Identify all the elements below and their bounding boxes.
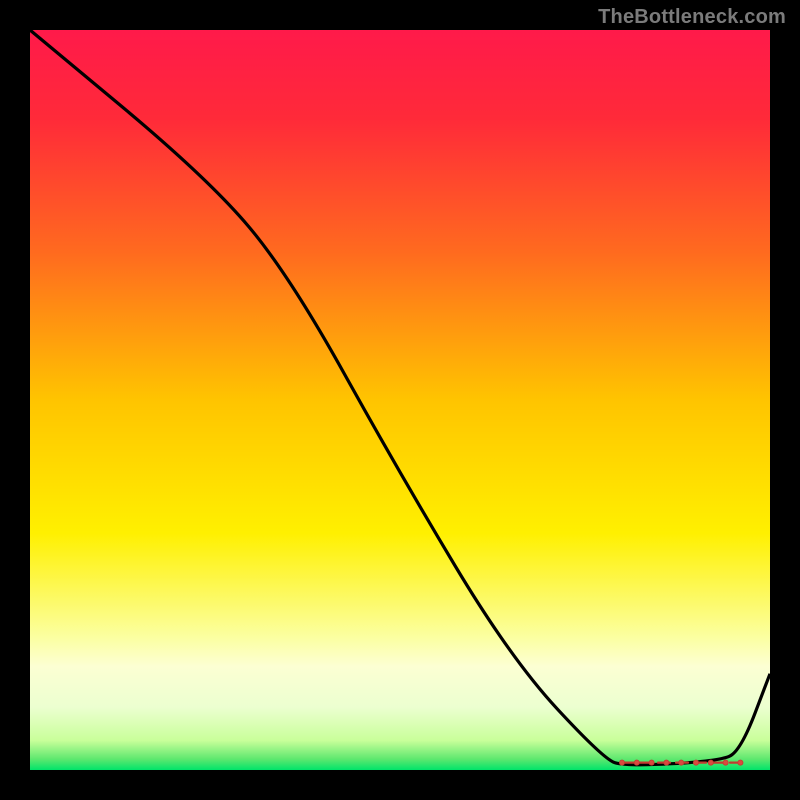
marker-dot	[708, 760, 713, 765]
chart-stage: TheBottleneck.com	[0, 0, 800, 800]
watermark-label: TheBottleneck.com	[598, 6, 786, 29]
marker-dot	[619, 760, 624, 765]
marker-dot	[664, 760, 669, 765]
gradient-background	[30, 30, 770, 770]
marker-dot	[738, 760, 743, 765]
marker-dot	[649, 760, 654, 765]
marker-dot	[723, 760, 728, 765]
marker-dot	[679, 760, 684, 765]
marker-strip	[619, 760, 743, 765]
bottleneck-chart	[0, 0, 800, 800]
marker-dot	[634, 760, 639, 765]
marker-dot	[693, 760, 698, 765]
